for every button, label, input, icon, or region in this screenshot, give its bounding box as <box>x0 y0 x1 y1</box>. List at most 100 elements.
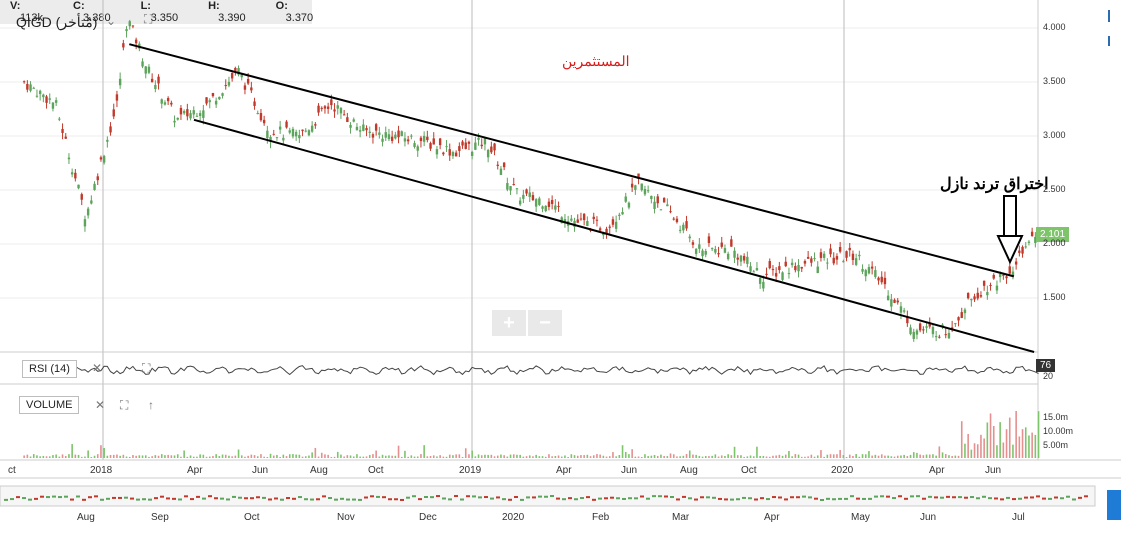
volume-bar <box>327 454 329 458</box>
candle-body <box>131 25 135 27</box>
candle-body <box>573 220 576 227</box>
candle-body <box>314 124 317 126</box>
candle-body <box>32 87 35 89</box>
candle-body <box>643 189 647 195</box>
symbol-label: QIGD (مُتأخر) <box>16 14 98 30</box>
volume-bar <box>212 456 214 458</box>
candle-body <box>848 247 851 251</box>
navigator-mark <box>868 497 872 500</box>
volume-bar <box>932 454 934 458</box>
candle-body <box>912 331 915 339</box>
navigator-mark <box>832 498 836 501</box>
volume-bar <box>74 454 77 458</box>
x-tick-label: 2020 <box>831 465 854 476</box>
candle-body <box>707 236 711 244</box>
volume-bar <box>688 450 691 458</box>
volume-bar <box>112 454 115 458</box>
volume-close-icon[interactable]: ✕ <box>95 398 106 412</box>
volume-bar <box>116 454 118 458</box>
navigator-mark <box>874 495 878 498</box>
candle-body <box>400 131 403 137</box>
volume-bar <box>525 456 528 458</box>
navigator-mark <box>76 495 80 498</box>
candle-body <box>986 292 989 296</box>
candle-body <box>826 262 829 264</box>
candle-body <box>154 84 157 90</box>
navigator-mark <box>1024 496 1028 499</box>
navigator-mark <box>130 497 134 500</box>
candle-body <box>112 109 115 117</box>
zoom-in-button[interactable]: + <box>492 310 526 336</box>
navigator-tick-label: Feb <box>592 512 610 523</box>
navigator-mark <box>988 497 992 500</box>
y-tick-label: 1.500 <box>1043 292 1066 302</box>
candle-body <box>890 299 893 307</box>
volume-bar <box>480 455 483 458</box>
candle-body <box>992 274 995 279</box>
candle-body <box>899 306 903 313</box>
candle-body <box>570 218 573 221</box>
investors-annotation: المستثمرين <box>562 53 630 69</box>
candle-body <box>499 168 503 175</box>
expand-icon[interactable]: ⛶ <box>144 12 153 26</box>
navigator-mark <box>1030 496 1034 499</box>
candle-body <box>797 264 800 272</box>
navigator-tick-label: Aug <box>77 512 95 523</box>
candle-body <box>205 97 208 104</box>
candle-body <box>720 242 723 247</box>
navigator-mark <box>826 497 830 500</box>
navigator-mark <box>490 497 494 500</box>
y-tick-label: 3.000 <box>1043 130 1066 140</box>
candle-body <box>464 142 467 149</box>
rsi-expand-icon[interactable]: ⛶ <box>142 361 151 375</box>
volume-bar <box>496 455 499 458</box>
navigator-mark <box>460 498 464 501</box>
rsi-indicator-label[interactable]: RSI (14) <box>22 360 77 378</box>
candle-body <box>246 78 250 84</box>
volume-bar <box>871 455 873 458</box>
volume-bar <box>55 454 57 458</box>
navigator-mark <box>88 496 92 499</box>
volume-bar <box>180 456 182 458</box>
candle-body <box>765 273 768 275</box>
navigator[interactable] <box>0 485 1096 507</box>
zoom-out-button[interactable]: − <box>528 310 562 336</box>
candle-body <box>445 146 448 148</box>
candle-body <box>208 100 211 103</box>
volume-bar <box>317 456 320 458</box>
candle-body <box>323 106 327 109</box>
candle-body <box>771 268 775 271</box>
candle-body <box>150 78 154 83</box>
volume-bar <box>324 454 326 458</box>
candle-body <box>598 228 602 231</box>
volume-bar <box>797 454 800 458</box>
volume-bar <box>391 455 393 458</box>
volume-move-up-icon[interactable]: ↑ <box>148 398 154 412</box>
candle-body <box>496 164 499 166</box>
candle-body <box>902 310 906 312</box>
volume-bar <box>1002 442 1005 458</box>
candle-body <box>966 293 970 299</box>
navigator-mark <box>466 495 470 498</box>
navigator-tick-label: Apr <box>764 512 780 523</box>
volume-indicator-label[interactable]: VOLUME <box>19 396 80 414</box>
volume-bar <box>752 456 755 458</box>
navigator-mark <box>964 496 968 499</box>
volume-bar <box>816 455 819 458</box>
volume-bar <box>551 456 553 458</box>
chevron-down-icon[interactable]: ⌄ <box>106 14 117 28</box>
candle-body <box>678 229 682 231</box>
candle-body <box>995 285 999 291</box>
navigator-mark <box>64 495 68 498</box>
rsi-close-icon[interactable]: ✕ <box>92 361 103 375</box>
candle-body <box>64 136 67 139</box>
navigator-mark <box>928 495 932 498</box>
navigator-mark <box>1066 495 1070 498</box>
navigator-mark <box>412 495 416 498</box>
navigator-mark <box>538 495 542 498</box>
volume-expand-icon[interactable]: ⛶ <box>120 398 129 412</box>
candle-body <box>45 96 48 103</box>
candle-body <box>346 117 349 123</box>
navigator-mark <box>298 496 302 499</box>
navigator-mark <box>796 496 800 499</box>
